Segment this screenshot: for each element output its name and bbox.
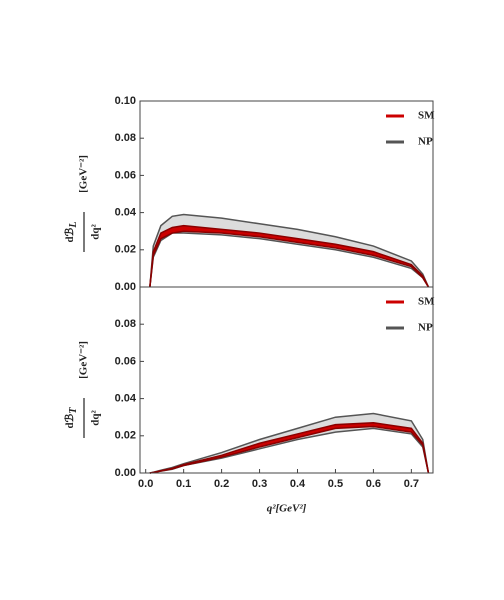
- y-label-sub: T: [68, 407, 79, 414]
- band-edge: [149, 224, 430, 288]
- y-tick-label: 0.04: [115, 393, 137, 405]
- legend-label: NP: [418, 136, 433, 148]
- y-tick-label: 0.08: [115, 132, 136, 144]
- y-tick-label: 0.00: [115, 467, 136, 479]
- y-label-numerator: dℬL: [64, 222, 80, 243]
- x-tick-label: 0.7: [404, 478, 419, 490]
- x-tick-label: 0.0: [138, 478, 153, 490]
- x-axis-label: q²[GeV²]: [267, 503, 307, 515]
- y-label-sub: L: [68, 222, 79, 229]
- y-label-d: dℬ: [64, 413, 76, 428]
- y-tick-label: 0.02: [115, 244, 136, 256]
- y-label-denominator: dq²: [90, 410, 102, 426]
- x-tick-label: 0.3: [252, 478, 267, 490]
- y-tick-label: 0.10: [115, 95, 136, 107]
- y-tick-label: 0.04: [115, 207, 137, 219]
- x-tick-label: 0.1: [176, 478, 191, 490]
- y-tick-label: 0.08: [115, 318, 136, 330]
- y-label-numerator: dℬT: [64, 407, 80, 429]
- plot-frame: [139, 286, 434, 474]
- x-tick-label: 0.5: [328, 478, 343, 490]
- band-edge: [149, 425, 430, 474]
- y-tick-label: 0.00: [115, 281, 136, 293]
- x-tick-label: 0.4: [290, 478, 306, 490]
- y-tick-label: 0.06: [115, 169, 136, 181]
- x-tick-label: 0.6: [366, 478, 381, 490]
- band-area: [149, 422, 429, 473]
- panel: 0.00 0.02 0.04 0.06 0.08 0.0 0.1 0.2 0.3 0.4 0.5 0.…: [64, 286, 435, 515]
- band-edge: [149, 232, 430, 288]
- y-axis-label: dℬT dq²[GeV⁻²]: [64, 341, 102, 438]
- y-axis-label: dℬL dq²[GeV⁻²]: [64, 155, 102, 252]
- y-tick-label: 0.06: [115, 355, 136, 367]
- y-label-unit: [GeV⁻²]: [78, 155, 90, 193]
- y-label-unit: [GeV⁻²]: [78, 341, 90, 379]
- legend-label: NP: [418, 322, 433, 334]
- legend-label: SM: [418, 110, 435, 122]
- band-edge: [149, 213, 430, 288]
- y-label-denominator: dq²: [90, 224, 102, 240]
- band-edge: [149, 230, 430, 288]
- y-label-d: dℬ: [64, 227, 76, 242]
- y-tick-label: 0.02: [115, 430, 136, 442]
- legend-label: SM: [418, 296, 435, 308]
- x-tick-label: 0.2: [214, 478, 229, 490]
